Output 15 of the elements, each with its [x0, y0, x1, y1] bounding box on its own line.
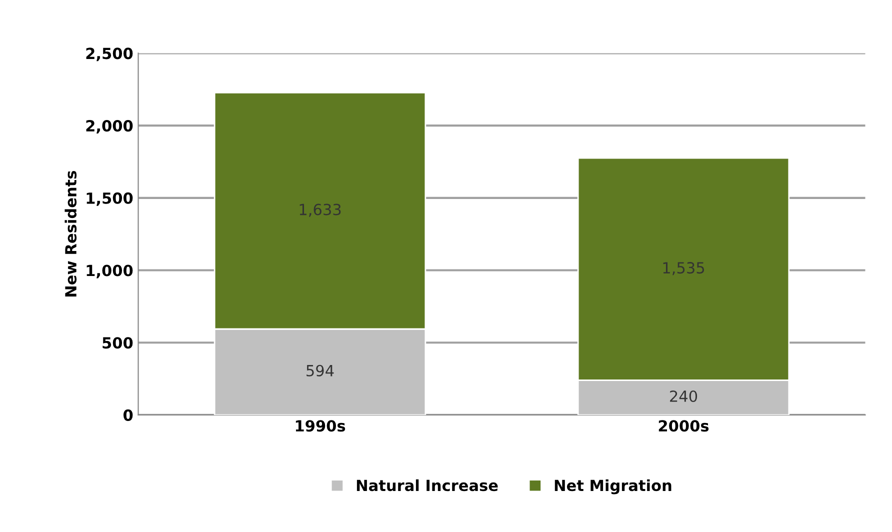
- y-axis-title: New Residents: [64, 171, 77, 296]
- legend-label: Natural Increase: [356, 479, 498, 492]
- y-tick-label: 1,000: [86, 264, 133, 278]
- y-tick-label: 500: [102, 337, 133, 349]
- legend-label: Net Migration: [554, 479, 672, 494]
- data-label: 594: [306, 364, 334, 376]
- data-label: 1,633: [300, 204, 341, 217]
- data-label: 240: [670, 390, 698, 402]
- data-label: 1,535: [663, 262, 704, 276]
- y-tick-label: 2,000: [86, 120, 133, 134]
- x-tick-label: 1990s: [296, 420, 346, 432]
- y-tick-label: 0: [124, 409, 133, 421]
- y-tick-label: 1,500: [86, 192, 133, 206]
- x-tick-label: 2000s: [658, 420, 709, 432]
- y-tick-label: 2,500: [86, 48, 133, 62]
